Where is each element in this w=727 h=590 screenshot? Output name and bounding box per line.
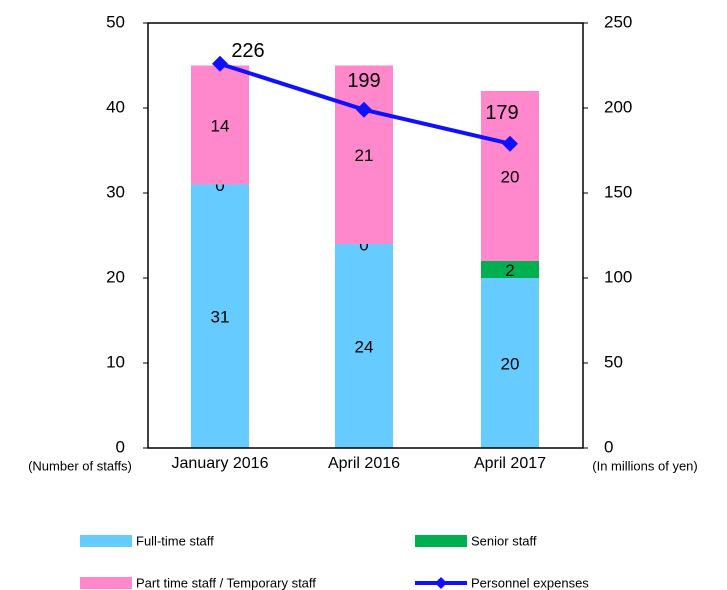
- x-tick-label: April 2017: [474, 455, 546, 472]
- y2-axis-label: (In millions of yen): [592, 458, 697, 473]
- data-label: 14: [211, 116, 230, 135]
- y2-tick-label: 150: [604, 182, 632, 201]
- y-tick-label: 50: [106, 12, 125, 31]
- x-tick-label: January 2016: [172, 455, 269, 472]
- legend-swatch: [435, 577, 447, 589]
- y2-tick-label: 0: [604, 437, 613, 456]
- bar-segment: [335, 244, 393, 448]
- y2-tick-label: 200: [604, 97, 632, 116]
- y-tick-label: 0: [116, 437, 125, 456]
- data-label: 21: [355, 146, 374, 165]
- legend-label: Senior staff: [471, 533, 537, 548]
- bar-segment: [481, 278, 539, 448]
- data-label: 20: [501, 167, 520, 186]
- line-label: 199: [347, 70, 380, 92]
- y2-tick-label: 250: [604, 12, 632, 31]
- bar-segment: [191, 184, 249, 448]
- line-marker: [212, 55, 228, 72]
- legend-label: Personnel expenses: [471, 575, 589, 590]
- plot-frame: [147, 22, 584, 449]
- bar-segment: [191, 65, 249, 185]
- data-label: 31: [211, 308, 230, 327]
- bar-segment: [481, 261, 539, 278]
- line-marker: [356, 101, 372, 118]
- y2-tick-label: 50: [604, 352, 623, 371]
- y2-tick-label: 100: [604, 267, 632, 286]
- data-label: 0: [215, 176, 224, 195]
- legend-swatch: [80, 535, 132, 547]
- data-label: 24: [355, 337, 374, 356]
- legend-label: Part time staff / Temporary staff: [136, 575, 316, 590]
- data-label: 20: [501, 354, 520, 373]
- legend-swatch: [80, 577, 132, 589]
- y-tick-label: 40: [106, 97, 125, 116]
- legend-label: Full-time staff: [136, 533, 214, 548]
- legend-swatch: [415, 535, 467, 547]
- y-axis-label: (Number of staffs): [28, 458, 132, 473]
- line-marker: [502, 135, 518, 152]
- y-tick-label: 20: [106, 267, 125, 286]
- bar-segment: [335, 65, 393, 244]
- y-tick-label: 30: [106, 182, 125, 201]
- line-label: 226: [231, 40, 264, 62]
- data-label: 0: [359, 235, 368, 254]
- x-tick-label: April 2016: [328, 455, 400, 472]
- line-label: 179: [485, 102, 518, 124]
- bar-segment: [481, 91, 539, 261]
- data-label: 2: [505, 261, 514, 280]
- y-tick-label: 10: [106, 352, 125, 371]
